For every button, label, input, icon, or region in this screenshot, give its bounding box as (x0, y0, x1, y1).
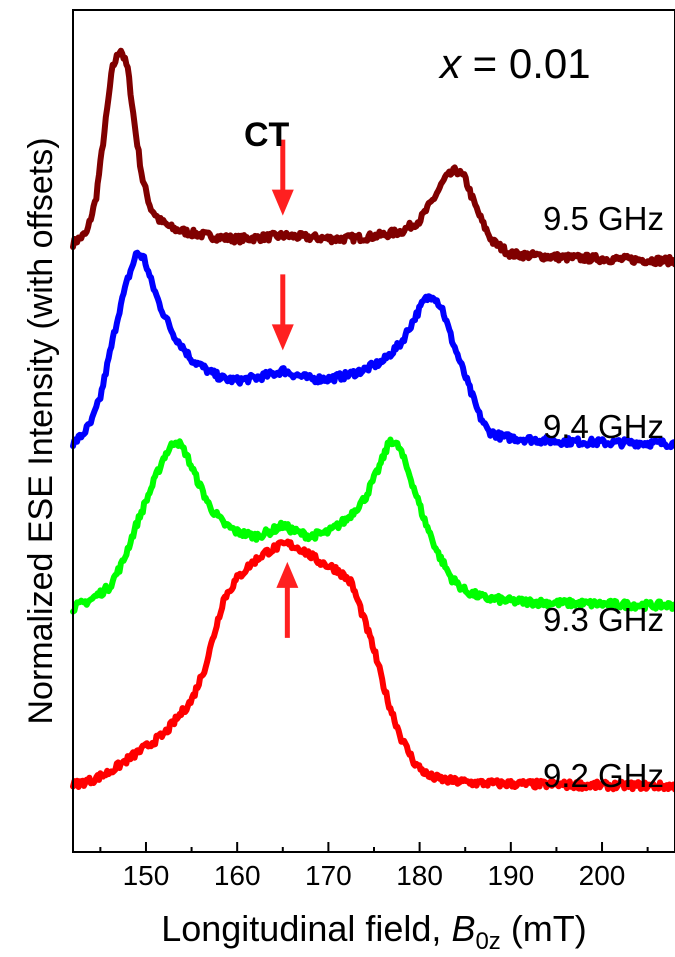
x-tick-label: 190 (487, 860, 534, 891)
series-layer (70, 47, 675, 793)
ct-label: CT (244, 116, 290, 154)
tick-layer: 150 160 170 180 190 200 (99, 842, 649, 891)
x-tick-label: 200 (579, 860, 626, 891)
x-axis-label: Longitudinal field, B0z (mT) (161, 908, 587, 955)
composition-label: x = 0.01 (438, 40, 591, 87)
ct-arrow-1 (271, 139, 294, 216)
x-axis-label-text: Longitudinal field, (161, 908, 451, 949)
x-axis-label-unit: (mT) (501, 908, 587, 949)
x-tick-label: 160 (214, 860, 261, 891)
series-label-9-5: 9.5 GHz (543, 200, 664, 237)
ct-arrow-head (271, 189, 294, 216)
x-tick-label: 150 (123, 860, 170, 891)
series-line-9-5-ghz (70, 47, 675, 268)
ct-arrow-head (276, 561, 299, 588)
arrow-layer (271, 139, 299, 638)
composition-value: = 0.01 (461, 40, 591, 87)
x-tick-label: 180 (396, 860, 443, 891)
composition-var: x (438, 40, 463, 87)
x-tick-label: 170 (305, 860, 352, 891)
ct-arrow-2 (271, 274, 294, 351)
series-line-9-4-ghz (70, 249, 675, 451)
ct-arrow-head (271, 324, 294, 351)
series-label-9-3: 9.3 GHz (543, 601, 664, 638)
x-axis-label-var: B (451, 908, 475, 949)
series-label-9-4: 9.4 GHz (543, 408, 664, 445)
series-line-9-2-ghz (70, 538, 675, 793)
series-line-9-3-ghz (70, 436, 675, 615)
series-label-9-2: 9.2 GHz (543, 757, 664, 794)
ct-arrow-3 (276, 561, 299, 638)
y-axis-label: Normalized ESE Intensity (with offsets) (22, 137, 60, 724)
x-axis-label-sub: 0z (475, 928, 500, 955)
